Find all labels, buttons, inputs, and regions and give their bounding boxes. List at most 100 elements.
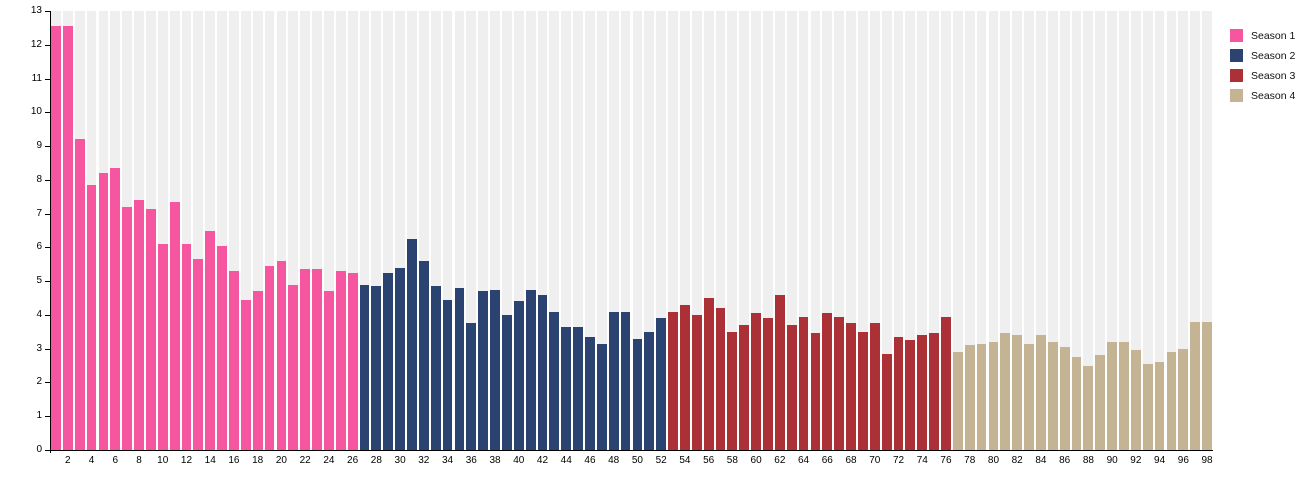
bar-episode-29[interactable] bbox=[383, 272, 394, 450]
bar-episode-13[interactable] bbox=[193, 259, 204, 450]
bar-episode-66[interactable] bbox=[822, 313, 833, 450]
bar-episode-12[interactable] bbox=[181, 244, 192, 450]
bar-episode-83[interactable] bbox=[1024, 343, 1034, 450]
bar-episode-8[interactable] bbox=[134, 200, 144, 450]
bar-episode-45[interactable] bbox=[573, 326, 583, 450]
bar-episode-97[interactable] bbox=[1190, 321, 1201, 450]
bar-episode-84[interactable] bbox=[1036, 335, 1046, 450]
bar-episode-91[interactable] bbox=[1119, 341, 1129, 450]
bar-episode-14[interactable] bbox=[205, 230, 216, 450]
legend-item-season-4[interactable]: Season 4 bbox=[1230, 89, 1295, 102]
bar-episode-22[interactable] bbox=[300, 269, 311, 450]
bar-episode-65[interactable] bbox=[810, 333, 821, 450]
bar-episode-85[interactable] bbox=[1047, 341, 1058, 450]
bar-episode-25[interactable] bbox=[335, 271, 346, 450]
bar-episode-63[interactable] bbox=[786, 325, 797, 450]
bar-episode-23[interactable] bbox=[312, 269, 322, 450]
bar-episode-54[interactable] bbox=[680, 304, 690, 450]
bar-episode-57[interactable] bbox=[715, 308, 726, 450]
bar-episode-28[interactable] bbox=[371, 286, 382, 450]
bar-episode-86[interactable] bbox=[1059, 347, 1070, 450]
bar-episode-10[interactable] bbox=[157, 244, 168, 450]
bar-episode-68[interactable] bbox=[846, 323, 856, 450]
bar-episode-96[interactable] bbox=[1178, 348, 1189, 450]
bar-episode-56[interactable] bbox=[703, 298, 714, 450]
legend-item-season-3[interactable]: Season 3 bbox=[1230, 69, 1295, 82]
bar-episode-2[interactable] bbox=[62, 26, 73, 450]
bar-episode-80[interactable] bbox=[988, 341, 999, 450]
bar-episode-50[interactable] bbox=[632, 338, 643, 450]
bar-episode-37[interactable] bbox=[478, 291, 489, 450]
bar-episode-55[interactable] bbox=[691, 314, 702, 450]
bar-episode-27[interactable] bbox=[359, 284, 370, 450]
bar-episode-42[interactable] bbox=[537, 294, 548, 450]
bar-episode-34[interactable] bbox=[442, 299, 453, 450]
bar-episode-90[interactable] bbox=[1107, 341, 1118, 450]
bar-episode-69[interactable] bbox=[858, 331, 868, 450]
bar-episode-79[interactable] bbox=[976, 343, 987, 450]
bar-episode-76[interactable] bbox=[941, 316, 951, 450]
bar-episode-94[interactable] bbox=[1154, 362, 1165, 450]
legend-item-season-2[interactable]: Season 2 bbox=[1230, 49, 1295, 62]
bar-episode-73[interactable] bbox=[905, 340, 916, 450]
bar-episode-15[interactable] bbox=[217, 245, 227, 450]
bar-episode-47[interactable] bbox=[596, 343, 607, 450]
bar-episode-3[interactable] bbox=[74, 139, 85, 450]
bar-episode-31[interactable] bbox=[407, 238, 417, 450]
bar-episode-89[interactable] bbox=[1095, 355, 1106, 450]
bar-episode-33[interactable] bbox=[430, 286, 441, 450]
bar-episode-36[interactable] bbox=[466, 323, 477, 450]
bar-episode-49[interactable] bbox=[620, 311, 631, 450]
bar-episode-21[interactable] bbox=[288, 284, 299, 450]
bar-episode-81[interactable] bbox=[1000, 333, 1011, 450]
bar-episode-53[interactable] bbox=[668, 311, 678, 450]
bar-episode-82[interactable] bbox=[1012, 335, 1023, 450]
bar-episode-59[interactable] bbox=[739, 325, 750, 450]
bar-episode-92[interactable] bbox=[1130, 350, 1141, 450]
bar-episode-71[interactable] bbox=[881, 353, 892, 450]
bar-episode-16[interactable] bbox=[229, 271, 239, 450]
bar-episode-93[interactable] bbox=[1142, 363, 1153, 450]
bar-episode-75[interactable] bbox=[929, 333, 939, 450]
bar-episode-61[interactable] bbox=[763, 318, 773, 450]
bar-episode-88[interactable] bbox=[1083, 365, 1094, 450]
bar-episode-46[interactable] bbox=[585, 336, 595, 450]
bar-episode-1[interactable] bbox=[51, 26, 61, 450]
bar-episode-6[interactable] bbox=[110, 168, 121, 450]
bar-episode-35[interactable] bbox=[454, 287, 465, 450]
bar-episode-98[interactable] bbox=[1202, 321, 1212, 450]
bar-episode-64[interactable] bbox=[798, 316, 809, 450]
bar-episode-44[interactable] bbox=[561, 326, 572, 450]
bar-episode-39[interactable] bbox=[501, 314, 512, 450]
bar-episode-17[interactable] bbox=[240, 299, 251, 450]
bar-episode-58[interactable] bbox=[727, 331, 738, 450]
bar-episode-78[interactable] bbox=[964, 345, 975, 450]
bar-episode-52[interactable] bbox=[656, 318, 667, 450]
bar-episode-72[interactable] bbox=[893, 336, 904, 450]
legend-item-season-1[interactable]: Season 1 bbox=[1230, 29, 1295, 42]
bar-episode-77[interactable] bbox=[952, 352, 963, 450]
bar-episode-4[interactable] bbox=[86, 184, 97, 450]
bar-episode-32[interactable] bbox=[418, 260, 429, 450]
bar-episode-67[interactable] bbox=[834, 316, 845, 450]
bar-episode-5[interactable] bbox=[98, 173, 109, 450]
bar-episode-48[interactable] bbox=[608, 311, 619, 450]
bar-episode-95[interactable] bbox=[1166, 352, 1177, 450]
bar-episode-20[interactable] bbox=[276, 260, 287, 450]
bar-episode-70[interactable] bbox=[869, 323, 880, 450]
bar-episode-11[interactable] bbox=[169, 201, 180, 450]
bar-episode-74[interactable] bbox=[917, 335, 928, 450]
bar-episode-87[interactable] bbox=[1071, 357, 1082, 450]
bar-episode-43[interactable] bbox=[549, 311, 560, 450]
bar-episode-19[interactable] bbox=[264, 265, 275, 450]
bar-episode-26[interactable] bbox=[347, 272, 358, 450]
bar-episode-62[interactable] bbox=[774, 294, 785, 450]
bar-episode-30[interactable] bbox=[395, 267, 405, 450]
bar-episode-38[interactable] bbox=[490, 289, 500, 450]
bar-episode-51[interactable] bbox=[644, 331, 655, 450]
bar-episode-7[interactable] bbox=[122, 206, 133, 450]
bar-episode-40[interactable] bbox=[513, 301, 524, 450]
bar-episode-18[interactable] bbox=[252, 291, 263, 450]
bar-episode-60[interactable] bbox=[751, 313, 761, 450]
bar-episode-24[interactable] bbox=[323, 291, 334, 450]
